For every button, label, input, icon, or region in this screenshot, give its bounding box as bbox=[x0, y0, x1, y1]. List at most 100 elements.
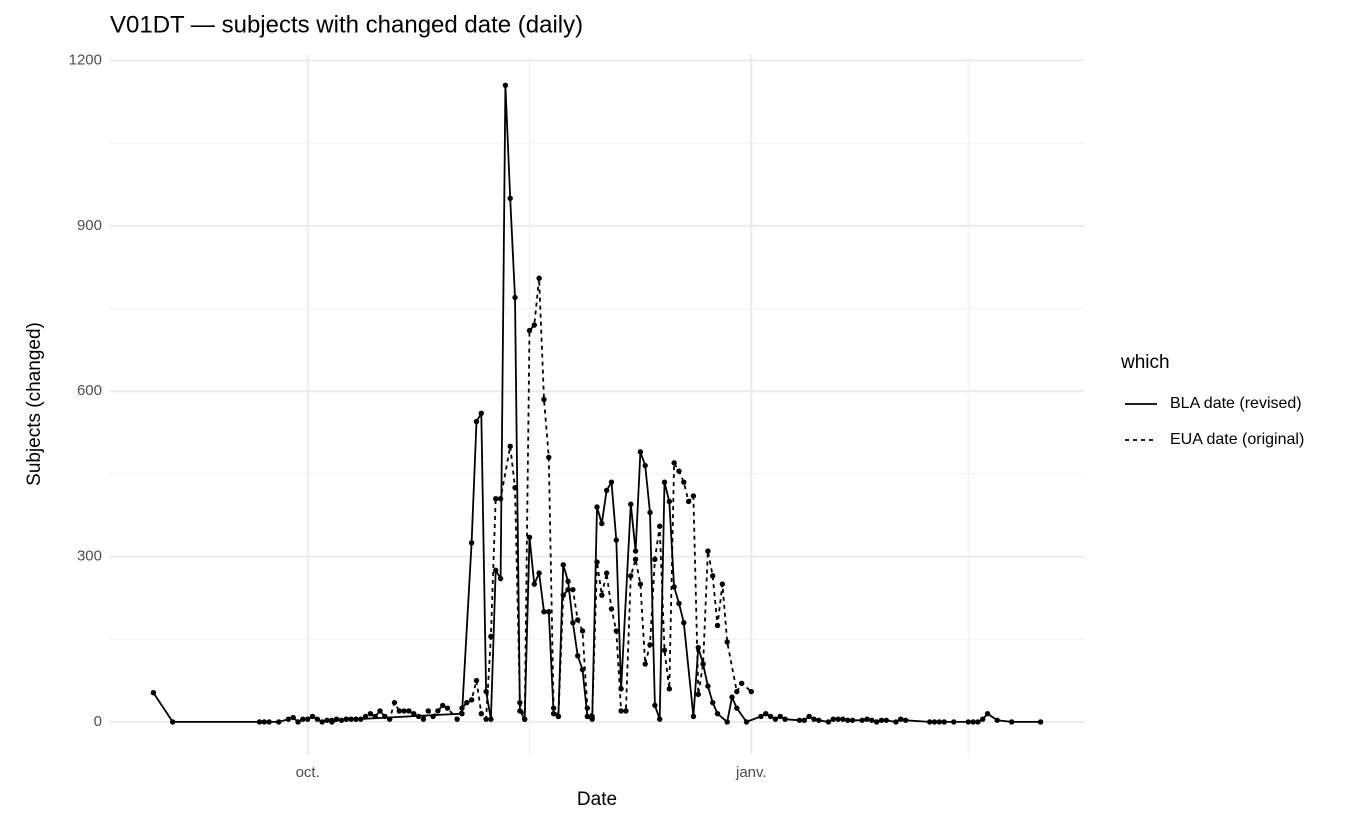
point bbox=[367, 710, 374, 717]
point bbox=[169, 719, 176, 725]
legend-label: BLA date (revised) bbox=[1170, 395, 1302, 412]
point bbox=[878, 717, 885, 723]
point bbox=[459, 705, 465, 711]
point bbox=[468, 697, 475, 703]
point bbox=[849, 717, 856, 723]
point bbox=[309, 713, 316, 720]
x-axis-title: Date bbox=[577, 789, 617, 810]
point bbox=[372, 713, 378, 720]
point bbox=[584, 705, 591, 711]
point bbox=[931, 719, 938, 725]
point bbox=[666, 686, 673, 692]
point bbox=[493, 496, 499, 502]
point bbox=[560, 592, 566, 598]
point bbox=[980, 716, 986, 722]
point bbox=[738, 680, 745, 687]
point bbox=[628, 573, 634, 579]
point bbox=[705, 548, 711, 554]
point bbox=[613, 628, 619, 634]
point bbox=[671, 584, 677, 590]
point bbox=[555, 713, 562, 720]
point bbox=[690, 493, 697, 499]
point bbox=[714, 710, 721, 717]
point bbox=[734, 705, 740, 711]
point bbox=[584, 713, 591, 720]
point bbox=[869, 717, 875, 723]
point bbox=[671, 460, 677, 466]
point bbox=[1037, 719, 1044, 725]
point bbox=[391, 699, 398, 706]
point bbox=[599, 592, 605, 598]
point bbox=[531, 322, 538, 328]
point bbox=[570, 620, 576, 626]
point bbox=[724, 719, 730, 725]
point bbox=[748, 688, 754, 695]
point bbox=[382, 713, 388, 720]
point bbox=[546, 454, 552, 461]
point bbox=[632, 548, 639, 554]
point bbox=[613, 537, 619, 543]
point bbox=[840, 716, 846, 722]
point bbox=[478, 710, 484, 717]
point bbox=[536, 275, 542, 281]
point bbox=[603, 487, 610, 494]
legend-label: EUA date (original) bbox=[1170, 431, 1304, 448]
grid bbox=[110, 55, 1084, 755]
point bbox=[690, 713, 697, 720]
point bbox=[565, 586, 571, 593]
point bbox=[951, 719, 957, 725]
point bbox=[724, 639, 730, 645]
point bbox=[507, 195, 513, 202]
point bbox=[521, 716, 528, 722]
point bbox=[541, 608, 547, 615]
point bbox=[772, 716, 779, 722]
point bbox=[898, 716, 904, 722]
point bbox=[623, 708, 629, 714]
point bbox=[464, 699, 470, 706]
point bbox=[502, 82, 509, 89]
point bbox=[329, 719, 335, 725]
point bbox=[324, 717, 330, 723]
point bbox=[579, 666, 586, 673]
point bbox=[526, 327, 533, 334]
point bbox=[637, 581, 644, 587]
point bbox=[801, 717, 808, 723]
point bbox=[603, 570, 610, 576]
point bbox=[420, 716, 427, 722]
point bbox=[386, 716, 393, 722]
point bbox=[816, 717, 822, 723]
point bbox=[1008, 719, 1015, 725]
point bbox=[994, 717, 1000, 723]
point bbox=[642, 661, 648, 667]
point bbox=[468, 540, 475, 546]
point bbox=[435, 708, 441, 714]
point bbox=[425, 708, 431, 714]
point bbox=[642, 462, 648, 469]
point bbox=[652, 556, 658, 563]
point bbox=[714, 622, 721, 629]
point bbox=[632, 556, 639, 563]
point bbox=[729, 694, 735, 700]
point bbox=[565, 578, 571, 585]
point bbox=[536, 570, 542, 576]
point bbox=[285, 716, 292, 722]
point bbox=[150, 690, 157, 696]
point bbox=[628, 501, 634, 507]
point bbox=[883, 717, 890, 723]
point bbox=[343, 716, 349, 722]
point bbox=[608, 479, 615, 485]
point bbox=[478, 410, 484, 416]
point bbox=[497, 575, 504, 582]
point bbox=[406, 708, 412, 714]
y-tick-label: 0 bbox=[94, 713, 102, 730]
point bbox=[473, 418, 480, 425]
point bbox=[676, 468, 682, 474]
point bbox=[873, 719, 880, 725]
point bbox=[483, 716, 489, 722]
point bbox=[758, 713, 764, 720]
point bbox=[295, 719, 301, 725]
point bbox=[936, 719, 943, 725]
point bbox=[652, 702, 658, 709]
point bbox=[401, 708, 407, 714]
